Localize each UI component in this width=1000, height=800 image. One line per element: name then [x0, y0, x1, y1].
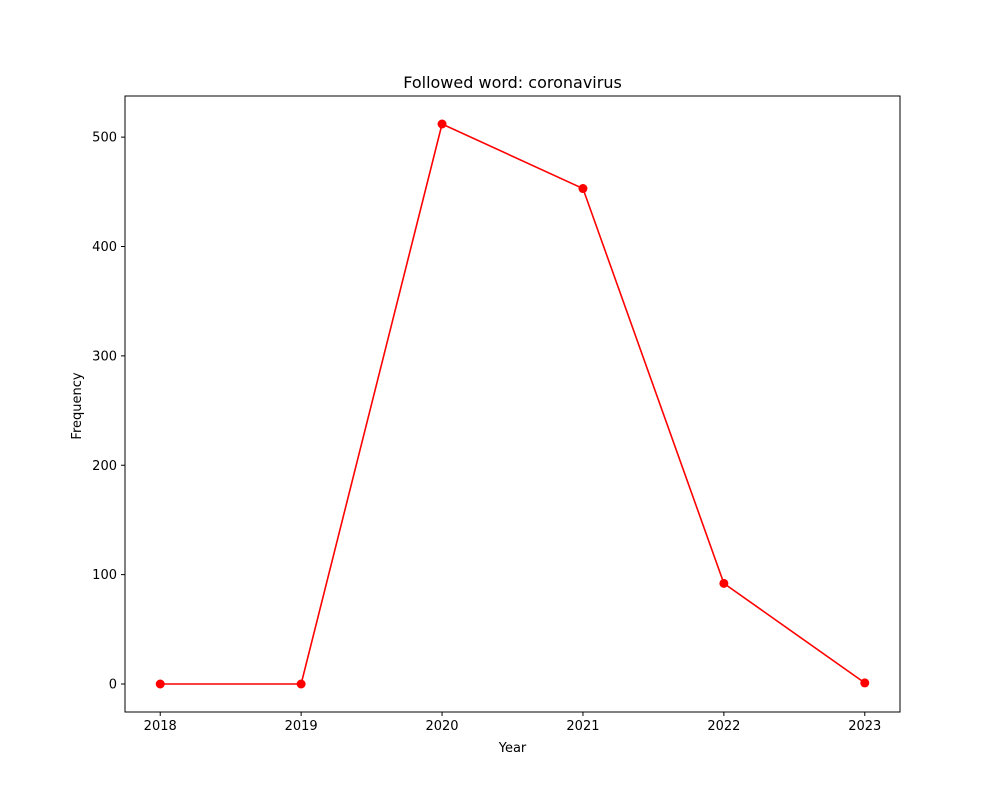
x-axis-label: Year	[498, 741, 527, 756]
y-tick-label: 100	[92, 568, 117, 583]
data-point	[296, 679, 306, 689]
series-line	[160, 122, 866, 685]
y-axis-label: Frequency	[70, 372, 85, 439]
y-tick-label: 500	[92, 131, 117, 146]
plot-frame	[124, 95, 901, 713]
chart-title: Followed word: coronavirus	[403, 73, 622, 92]
y-tick-label: 300	[92, 349, 117, 364]
x-tick-label: 2019	[285, 719, 318, 734]
y-tick-label: 200	[92, 459, 117, 474]
x-tick-label: 2018	[144, 719, 177, 734]
y-tick-label: 0	[109, 678, 117, 693]
y-tick-label: 400	[92, 240, 117, 255]
x-tick-label: 2022	[707, 719, 740, 734]
x-axis: 2018 2019 2020 2021 2022 2023	[144, 712, 881, 734]
data-point	[860, 678, 870, 688]
data-point	[719, 578, 729, 588]
plot-area	[155, 119, 870, 689]
data-point	[578, 184, 588, 194]
x-tick-label: 2021	[566, 719, 599, 734]
x-tick-label: 2020	[425, 719, 458, 734]
data-point	[437, 119, 447, 129]
y-axis: 0 100 200 300 400 500	[92, 131, 125, 693]
x-tick-label: 2023	[848, 719, 881, 734]
data-point	[155, 679, 165, 689]
